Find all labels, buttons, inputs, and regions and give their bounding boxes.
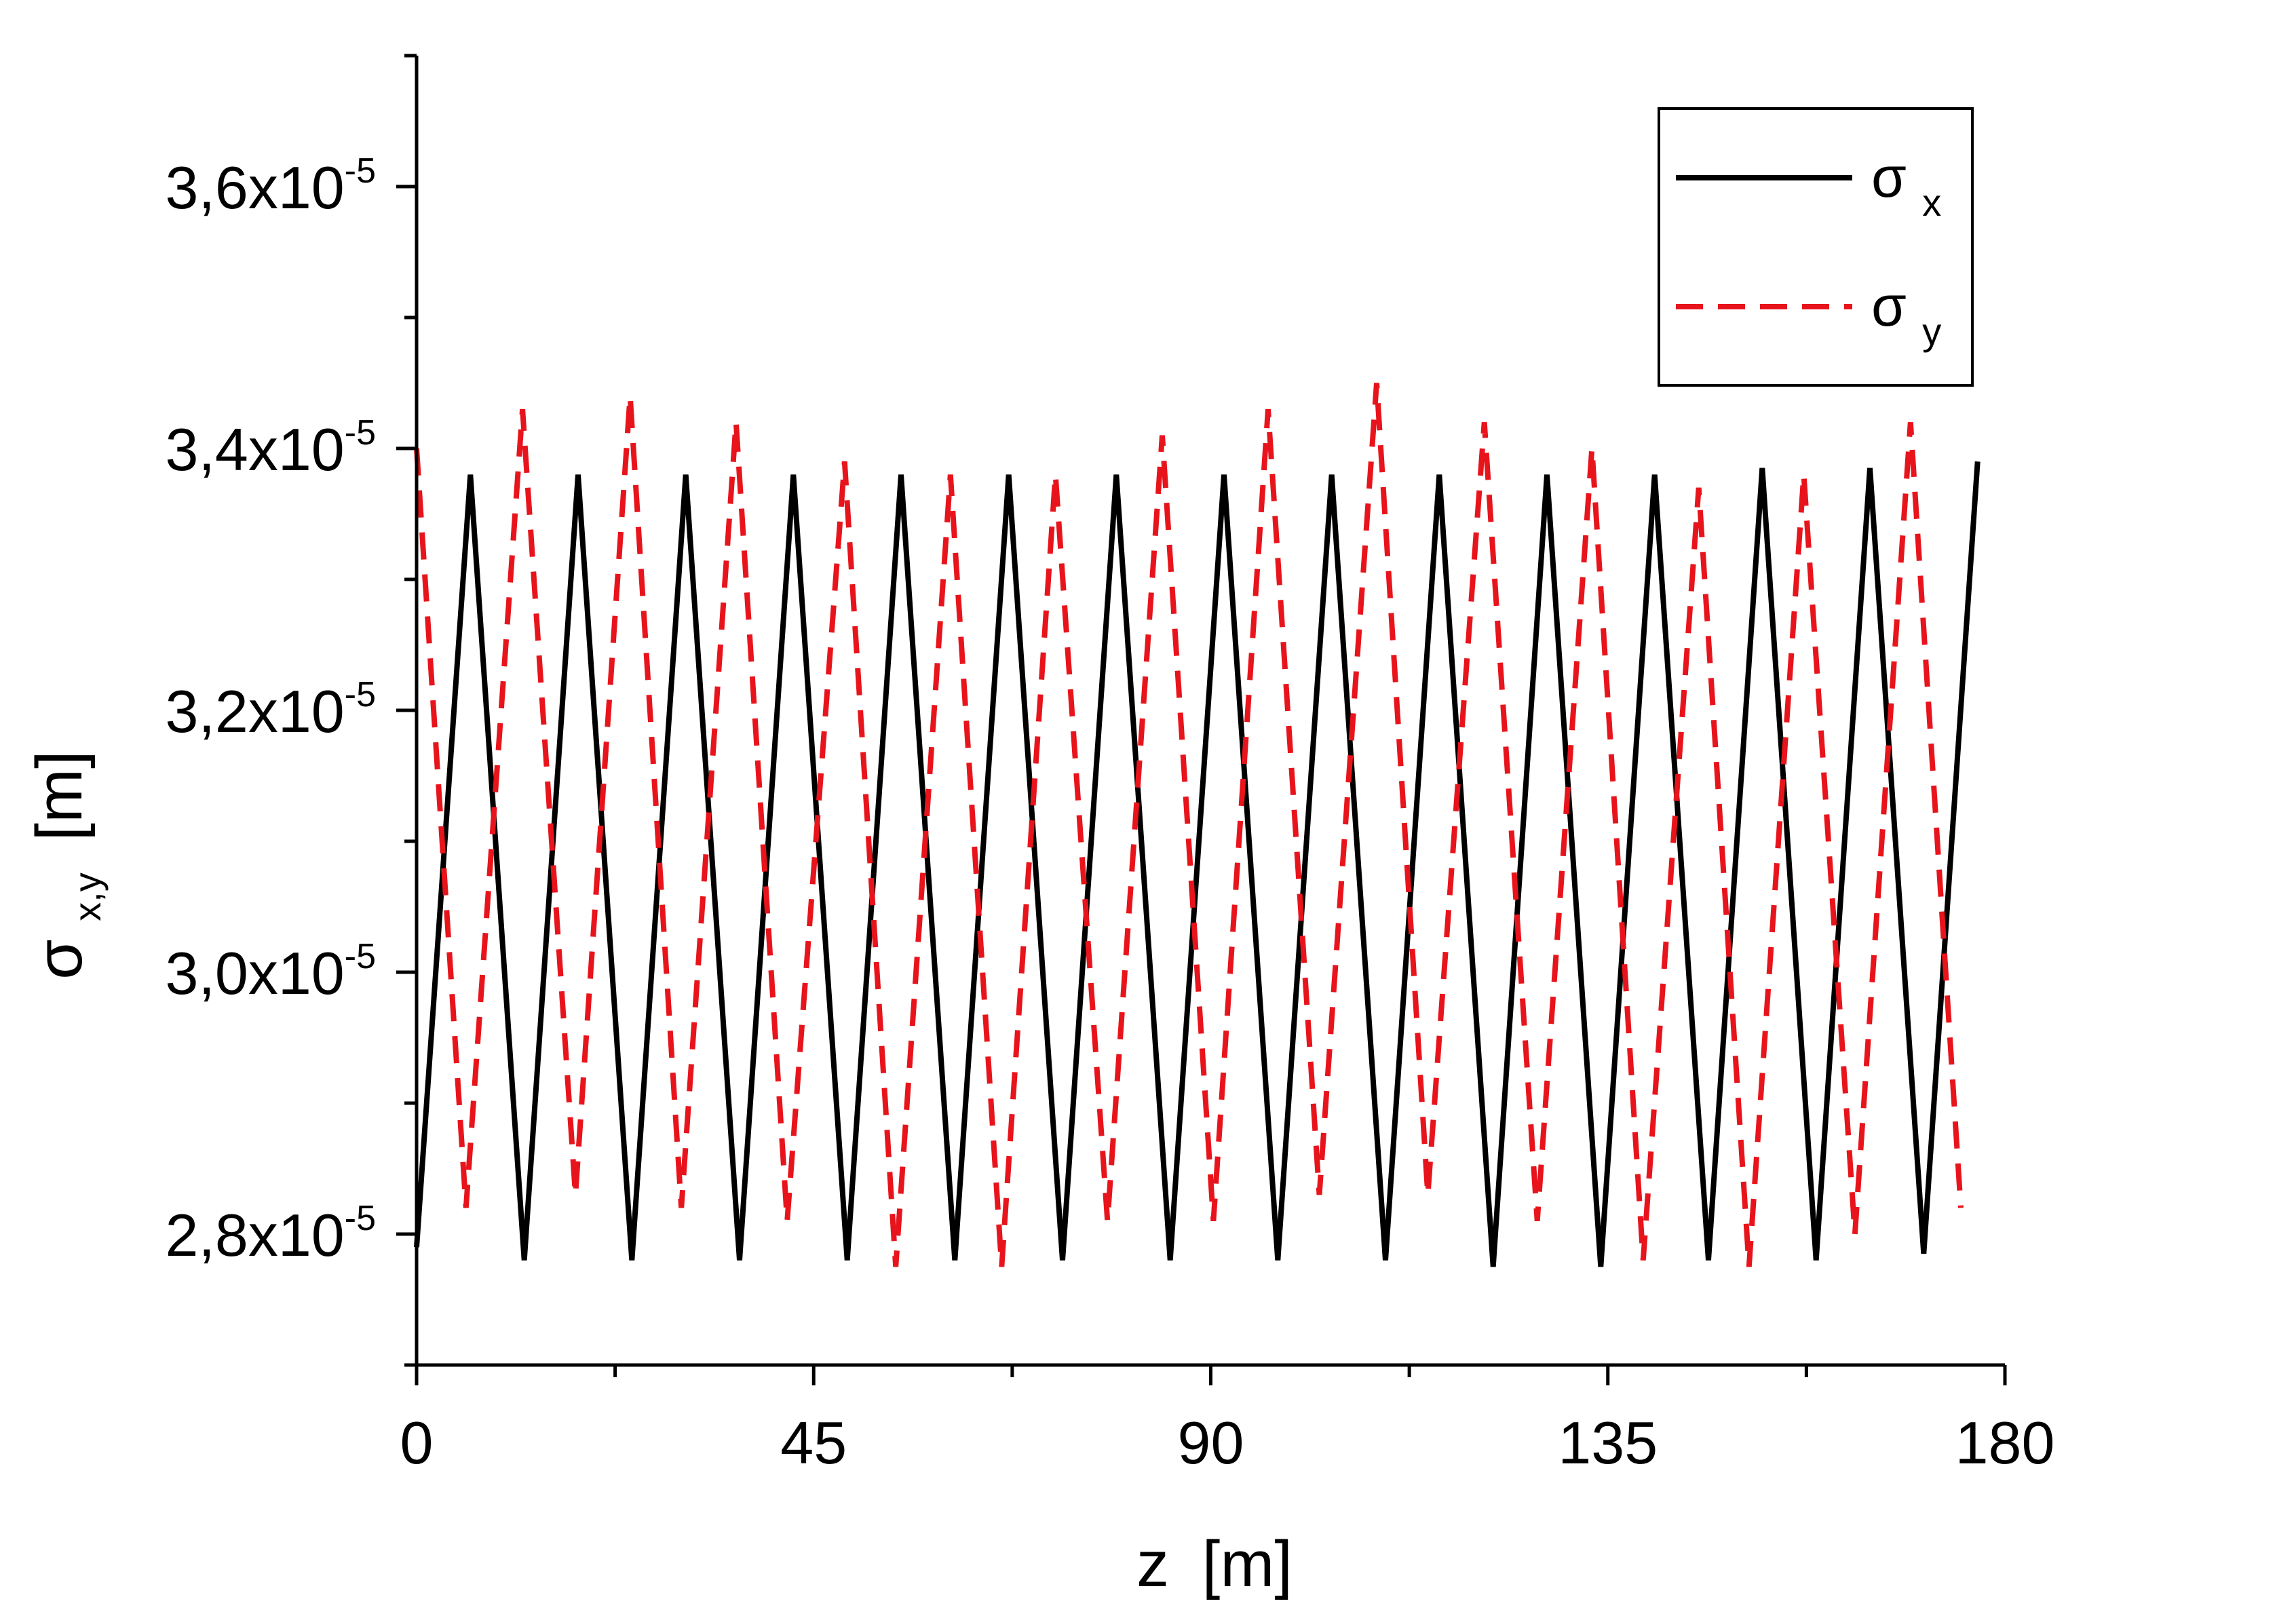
y-axis-title-subscript: x,y [66,872,109,921]
legend-subscript-sigma-y: y [1922,310,1941,353]
x-axis-title: z [m] [1136,1528,1293,1600]
legend-subscript-sigma-x: x [1922,181,1941,224]
legend-box [1658,107,1974,387]
legend-label-sigma-x: σ x [1871,145,1941,224]
y-tick-label: 3,6x10-5 [166,151,376,221]
tick-labels: 0 45 90 135 180 2,8x10-5 3,0x10-5 3,2x10-5 3,4x1… [166,151,2055,1476]
legend-symbol-sigma-x: σ [1871,145,1907,209]
x-tick-label: 180 [1955,1409,2055,1476]
y-tick-label: 3,0x10-5 [166,937,376,1007]
y-tick-label: 2,8x10-5 [166,1199,376,1269]
legend-symbol-sigma-y: σ [1871,274,1907,338]
tick-marks [396,54,2007,1385]
x-tick-label: 45 [780,1409,847,1476]
y-axis-title-unit: [m] [23,750,96,841]
x-tick-label: 0 [400,1409,434,1476]
y-tick-label: 3,2x10-5 [166,675,376,745]
x-axis-title-main: z [1136,1528,1169,1600]
x-tick-label: 135 [1558,1409,1658,1476]
y-axis-title-symbol: σ [23,939,96,979]
y-axis-title: σ x,y [m] [23,750,115,979]
x-axis-title-unit: [m] [1202,1528,1293,1600]
series-line-sigma-x [414,461,1981,1267]
x-tick-label: 90 [1178,1409,1244,1476]
legend-label-sigma-y: σ y [1871,274,1941,353]
series-layer [414,383,1981,1267]
y-tick-label: 3,4x10-5 [166,413,376,483]
legend: σ x σ y [1658,107,1974,387]
series-line-sigma-y [414,383,1964,1267]
